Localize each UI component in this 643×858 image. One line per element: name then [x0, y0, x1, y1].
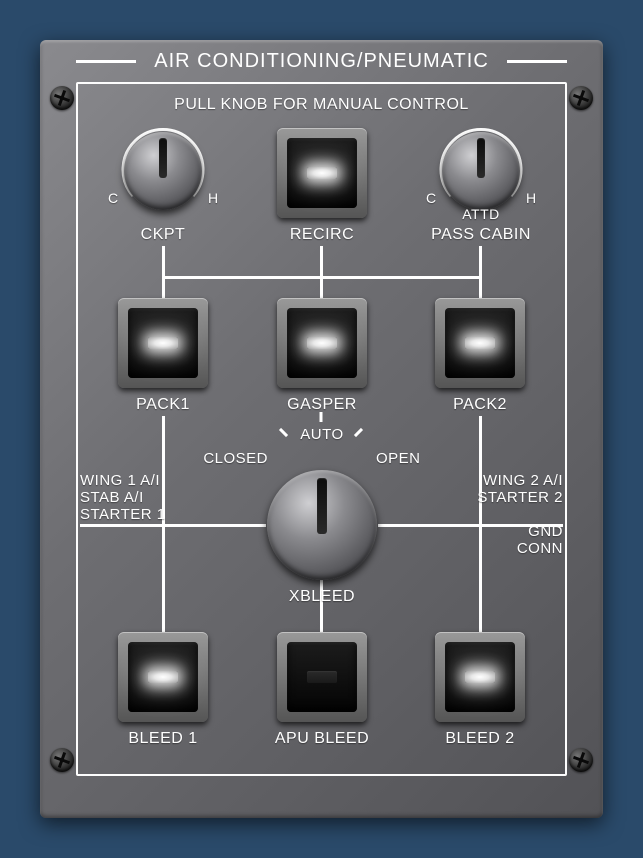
panel-title-row: AIR CONDITIONING/PNEUMATIC — [76, 50, 567, 73]
flowline — [378, 524, 482, 527]
pack2-label: PACK2 — [435, 396, 525, 414]
pass-h-mark: H — [526, 190, 537, 206]
xbleed-tick — [320, 412, 323, 422]
recirc-light — [307, 167, 337, 179]
screw-bottom-left — [50, 748, 74, 772]
xbleed-closed-label: CLOSED — [188, 450, 268, 467]
panel-subtitle: PULL KNOB FOR MANUAL CONTROL — [40, 96, 603, 114]
gasper-button[interactable] — [277, 298, 367, 388]
flowline — [320, 276, 323, 298]
bleed1-button[interactable] — [118, 632, 208, 722]
apu-bleed-light — [307, 671, 337, 683]
flowline — [162, 276, 165, 298]
xbleed-knob[interactable] — [267, 470, 377, 580]
xbleed-open-label: OPEN — [376, 450, 446, 467]
flowline — [479, 246, 482, 278]
xbleed-label: XBLEED — [267, 588, 377, 606]
air-cond-panel: AIR CONDITIONING/PNEUMATIC PULL KNOB FOR… — [40, 40, 603, 818]
ckpt-c-mark: C — [108, 190, 119, 206]
gasper-light — [307, 337, 337, 349]
ckpt-knob[interactable] — [124, 132, 202, 210]
pass-cabin-knob[interactable] — [442, 132, 520, 210]
pack2-button[interactable] — [435, 298, 525, 388]
left-side-text: WING 1 A/I STAB A/I STARTER 1 — [80, 472, 166, 523]
pack1-light — [148, 337, 178, 349]
pack2-light — [465, 337, 495, 349]
apu-bleed-button[interactable] — [277, 632, 367, 722]
recirc-button[interactable] — [277, 128, 367, 218]
pass-cabin-label: PASS CABIN — [422, 226, 540, 244]
flowline — [162, 524, 165, 632]
flowline — [479, 276, 482, 298]
apu-bleed-label: APU BLEED — [267, 730, 377, 748]
ckpt-h-mark: H — [208, 190, 219, 206]
bleed2-light — [465, 671, 495, 683]
flowline — [320, 246, 323, 278]
pass-c-mark: C — [426, 190, 437, 206]
recirc-label: RECIRC — [277, 226, 367, 244]
flowline — [162, 246, 165, 278]
pass-attd-label: ATTD — [442, 206, 520, 222]
title-line-left — [76, 60, 136, 63]
pack1-label: PACK1 — [118, 396, 208, 414]
pack1-button[interactable] — [118, 298, 208, 388]
screw-bottom-right — [569, 748, 593, 772]
ckpt-label: CKPT — [124, 226, 202, 244]
bleed1-label: BLEED 1 — [118, 730, 208, 748]
bleed1-light — [148, 671, 178, 683]
flowline — [80, 524, 164, 527]
panel-title: AIR CONDITIONING/PNEUMATIC — [146, 50, 497, 73]
flowline — [162, 524, 266, 527]
bleed2-button[interactable] — [435, 632, 525, 722]
right-side-text: WING 2 A/I STARTER 2 GND CONN — [477, 472, 563, 557]
title-line-right — [507, 60, 567, 63]
bleed2-label: BLEED 2 — [435, 730, 525, 748]
